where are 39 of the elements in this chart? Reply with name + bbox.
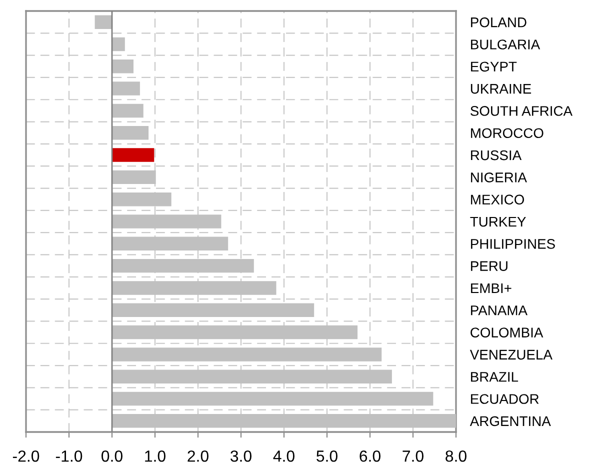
bar <box>112 392 434 406</box>
y-tick-label: MEXICO <box>471 194 524 205</box>
bar <box>112 348 382 362</box>
bar <box>112 60 134 74</box>
bar <box>112 148 154 162</box>
y-tick-label: BRAZIL <box>471 372 518 382</box>
y-tick-label: UKRAINE <box>470 84 532 94</box>
y-tick-label: SOUTH AFRICA <box>470 106 572 116</box>
y-tick-label: COLOMBIA <box>470 328 544 338</box>
x-tick-label: 2.0 <box>188 450 208 462</box>
y-tick-label: POLAND <box>471 17 526 28</box>
y-tick-label: ECUADOR <box>471 394 539 404</box>
y-tick-label: TURKEY <box>470 216 526 227</box>
x-tick-label: 6.0 <box>360 450 380 462</box>
x-tick-label: 0.0 <box>102 450 122 462</box>
y-tick-label: NIGERIA <box>471 172 527 182</box>
y-tick-label: RUSSIA <box>471 150 522 160</box>
bar <box>94 15 112 29</box>
bar <box>112 37 125 52</box>
y-tick-label: BULGARIA <box>471 40 540 50</box>
x-tick-label: 3.0 <box>230 450 252 462</box>
bar <box>112 82 140 96</box>
y-tick-label: EMBI+ <box>471 283 512 294</box>
y-tick-label: MOROCCO <box>471 128 544 138</box>
x-tick-label: 5.0 <box>316 450 338 462</box>
x-tick-label: 4.0 <box>273 450 294 462</box>
y-tick-label: ARGENTINA <box>470 416 551 426</box>
bar <box>112 104 144 118</box>
y-tick-label: VENEZUELA <box>470 350 552 360</box>
x-tick-label: 7.0 <box>402 450 424 462</box>
x-tick-label: 8.0 <box>446 450 466 462</box>
x-tick-label: -1.0 <box>56 450 82 462</box>
x-tick-label: -2.0 <box>12 450 40 462</box>
bar <box>112 126 149 140</box>
y-tick-label: PERU <box>471 261 508 271</box>
x-tick-label: 1.0 <box>145 450 166 462</box>
y-tick-label: PHILIPPINES <box>471 238 555 249</box>
y-tick-label: EGYPT <box>471 62 517 72</box>
y-tick-label: PANAMA <box>471 306 528 316</box>
